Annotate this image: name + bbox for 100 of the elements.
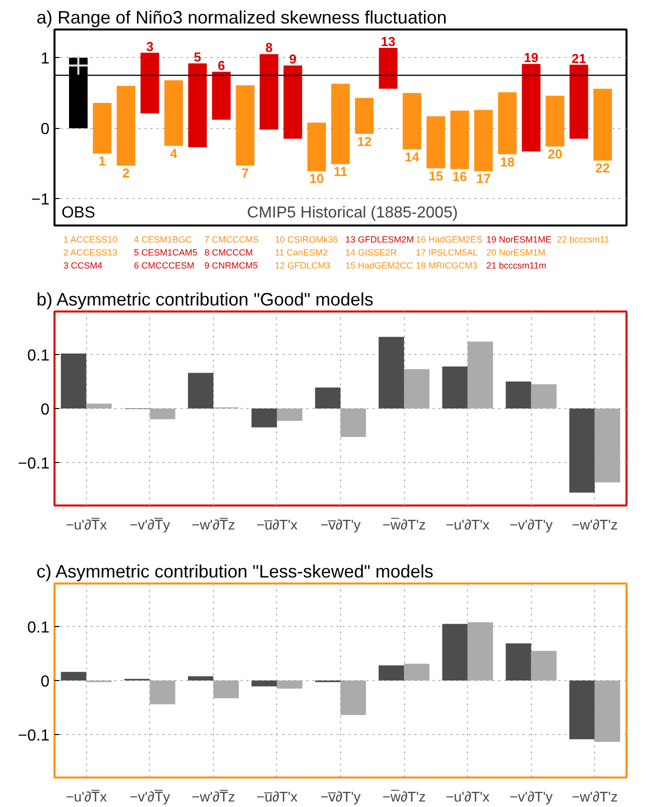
category-label: 9 bbox=[289, 51, 296, 66]
bar bbox=[213, 680, 239, 698]
y-tick-label: −0.1 bbox=[18, 455, 50, 472]
category-label: 18 bbox=[500, 154, 515, 170]
bar bbox=[402, 92, 422, 150]
text: 19 NorESM1ME bbox=[486, 234, 552, 244]
bar bbox=[188, 63, 207, 148]
category-label: 4 bbox=[170, 146, 178, 161]
bar bbox=[506, 643, 532, 680]
bar bbox=[188, 676, 214, 680]
bar bbox=[315, 387, 340, 408]
bar bbox=[92, 102, 112, 154]
bar bbox=[212, 72, 231, 120]
bar bbox=[569, 680, 595, 740]
y-tick-label: 0 bbox=[40, 402, 50, 418]
text: 2 ACCESS13 bbox=[63, 248, 118, 258]
category-label: 7 bbox=[242, 166, 249, 181]
chart-title: c) Asymmetric contribution "Less-skewed" models bbox=[36, 562, 434, 582]
x-tick-label: −w'∂T'z bbox=[572, 516, 618, 532]
category-label: 12 bbox=[98, 154, 130, 181]
category-label: 8 bbox=[265, 40, 273, 56]
text: 12 GFDLCM3 bbox=[274, 260, 330, 270]
text: 11 CanESM2 bbox=[274, 248, 328, 258]
bar bbox=[340, 408, 366, 438]
category-label: 11 bbox=[334, 164, 348, 180]
bar bbox=[474, 110, 493, 172]
category-label: 13 bbox=[380, 34, 396, 49]
x-tick-label: −u̅∂T'x bbox=[256, 516, 298, 532]
x-tick-label: −u'∂T̅x bbox=[66, 788, 107, 804]
category-label: 20 bbox=[548, 146, 562, 162]
bar bbox=[236, 85, 254, 166]
category-label: 14 bbox=[404, 149, 420, 164]
chart-title: b) Asymmetric contribution "Good" models bbox=[36, 290, 374, 310]
text: 1 ACCESS10 bbox=[63, 234, 118, 244]
x-tick-label: −w'∂T'z bbox=[572, 788, 618, 804]
category-label: 3 bbox=[146, 38, 154, 54]
bar bbox=[60, 672, 86, 680]
annotation: CMIP5 Historical (1885-2005) bbox=[247, 204, 458, 222]
bar bbox=[531, 384, 557, 408]
category-label: 15 bbox=[428, 168, 444, 184]
category-label: 5 bbox=[194, 49, 202, 64]
category-label: 6 bbox=[218, 58, 225, 73]
x-tick-label: −w̅∂T'z bbox=[382, 516, 426, 532]
x-tick-label: −v'∂T'y bbox=[510, 516, 553, 532]
bar bbox=[252, 408, 277, 428]
y-tick-label: 0 bbox=[40, 121, 50, 138]
text: 4 CESM1BGC bbox=[134, 234, 192, 244]
text: 13 GFDLESM2M bbox=[345, 234, 414, 244]
text: 15 HadGEM2CC bbox=[345, 260, 414, 270]
bar bbox=[450, 110, 469, 170]
x-tick-label: −v'∂T'y bbox=[510, 788, 553, 804]
x-tick-label: −u̅∂T'x bbox=[256, 788, 298, 804]
bar bbox=[150, 680, 176, 704]
text: 7 CMCCCMS bbox=[204, 234, 259, 244]
y-tick-label: 0.1 bbox=[27, 348, 50, 365]
text: 18 MRICGCM3 bbox=[416, 260, 478, 270]
bar bbox=[569, 408, 595, 493]
bar bbox=[60, 354, 86, 408]
category-label: 22 bbox=[595, 160, 610, 176]
bar bbox=[150, 408, 176, 420]
bar bbox=[140, 52, 160, 114]
text: 20 NorESM1M bbox=[486, 248, 546, 258]
x-tick-label: −v̅∂T'y bbox=[320, 516, 361, 532]
bar bbox=[284, 65, 302, 139]
category-label: OBS bbox=[61, 204, 96, 222]
text: 6 CMCCCESM bbox=[134, 260, 194, 270]
text: 16 HadGEM2ES bbox=[416, 234, 482, 244]
bar bbox=[546, 96, 564, 147]
bar bbox=[260, 54, 278, 130]
bar bbox=[378, 48, 398, 89]
x-tick-label: −w̅∂T'z bbox=[382, 788, 426, 804]
bar bbox=[426, 116, 446, 168]
x-tick-label: −u'∂T̅x bbox=[66, 516, 107, 532]
text: 10 CSIROMk36 bbox=[274, 234, 338, 244]
y-tick-label: −1 bbox=[31, 192, 50, 209]
category-label: 21 bbox=[572, 50, 586, 66]
bar bbox=[442, 624, 468, 680]
category-label: 10 bbox=[309, 171, 324, 186]
y-tick-label: 0 bbox=[40, 674, 50, 690]
text: 8 CMCCCM bbox=[204, 248, 253, 258]
y-tick-label: −0.1 bbox=[18, 727, 50, 744]
bar bbox=[378, 336, 404, 408]
x-tick-label: −v̅∂T'y bbox=[320, 788, 361, 804]
bar bbox=[593, 88, 612, 161]
bar bbox=[252, 680, 277, 686]
x-tick-label: −u'∂T'x bbox=[446, 516, 490, 532]
y-tick-label: 1 bbox=[40, 50, 50, 68]
bar bbox=[404, 664, 430, 680]
x-tick-label: −w'∂T̅z bbox=[192, 788, 236, 804]
bar bbox=[522, 64, 540, 152]
text: 3 CCSM4 bbox=[63, 260, 102, 270]
bar bbox=[570, 64, 588, 139]
x-tick-label: −v'∂T̅y bbox=[130, 516, 170, 532]
bar bbox=[331, 84, 350, 164]
bar bbox=[164, 80, 183, 146]
category-label: 19 bbox=[524, 50, 538, 66]
bar bbox=[276, 680, 302, 689]
text: 17 IPSLCM5AL bbox=[416, 248, 478, 258]
category-label: 17 bbox=[476, 171, 491, 186]
x-tick-label: −w'∂T̅z bbox=[192, 516, 236, 532]
